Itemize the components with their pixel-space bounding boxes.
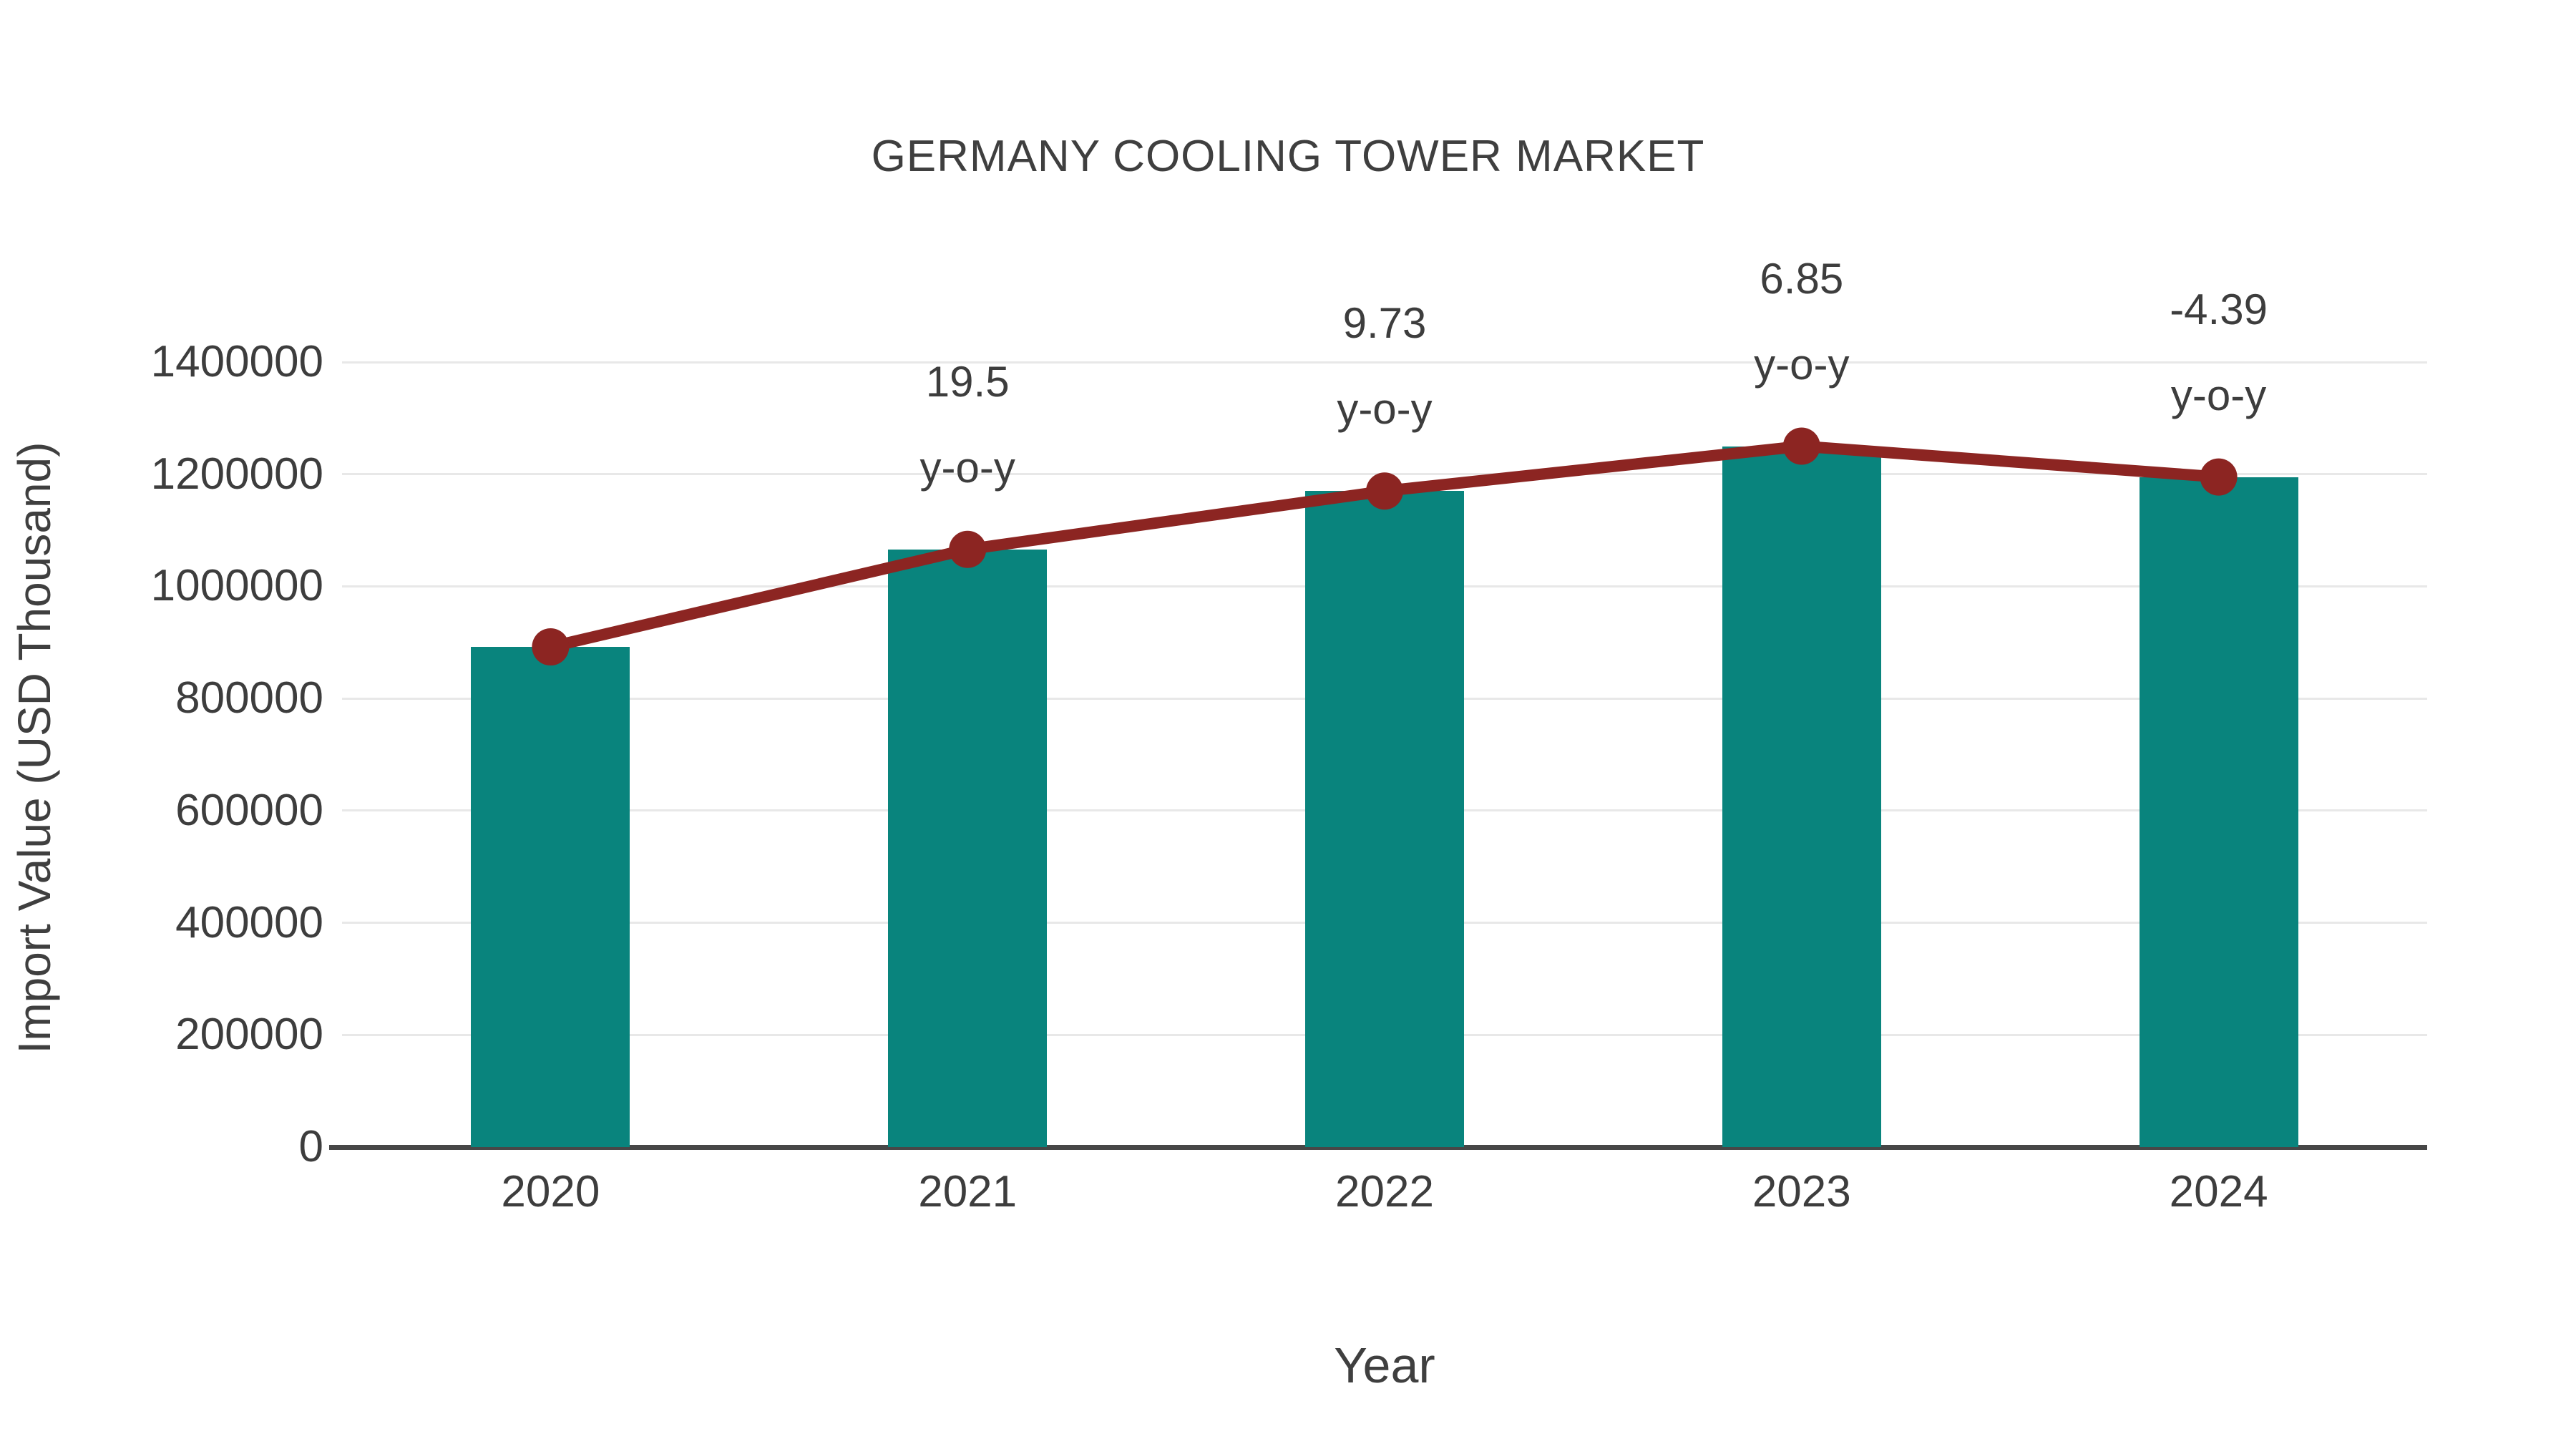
yoy-suffix-label: y-o-y xyxy=(1754,340,1850,389)
yoy-annotation-2022: 9.73 y-o-y xyxy=(1199,280,1571,452)
y-tick-label-1000000: 1000000 xyxy=(150,561,323,611)
yoy-annotation-2024: -4.39 y-o-y xyxy=(2033,267,2405,439)
bar-2020[interactable] xyxy=(471,647,630,1147)
y-tick-label-200000: 200000 xyxy=(175,1010,323,1060)
yoy-suffix-label: y-o-y xyxy=(919,443,1015,492)
y-tick-label-400000: 400000 xyxy=(175,897,323,947)
gridline-1200000 xyxy=(342,473,2427,476)
yoy-value-label: 9.73 xyxy=(1342,299,1427,348)
gridline-1400000 xyxy=(342,361,2427,364)
bar-2023[interactable] xyxy=(1722,446,1881,1147)
x-axis-title: Year xyxy=(1334,1337,1435,1393)
bar-2022[interactable] xyxy=(1305,491,1464,1147)
x-tick-label-2022: 2022 xyxy=(1335,1167,1434,1216)
bar-2024[interactable] xyxy=(2139,477,2298,1147)
y-tick-label-600000: 600000 xyxy=(175,785,323,835)
yoy-suffix-label: y-o-y xyxy=(2170,371,2267,419)
yoy-value-label: 6.85 xyxy=(1760,254,1844,303)
x-axis-line xyxy=(329,1145,2427,1150)
y-tick-label-1200000: 1200000 xyxy=(150,449,323,499)
chart-title: GERMANY COOLING TOWER MARKET xyxy=(871,132,1705,181)
x-tick-label-2021: 2021 xyxy=(918,1167,1018,1216)
yoy-annotation-2021: 19.5 y-o-y xyxy=(781,339,1153,511)
yoy-annotation-2023: 6.85 y-o-y xyxy=(1616,236,1988,408)
yoy-value-label: -4.39 xyxy=(2170,285,2268,333)
yoy-suffix-label: y-o-y xyxy=(1337,385,1433,434)
yoy-value-label: 19.5 xyxy=(925,357,1010,406)
y-axis-title: Import Value (USD Thousand) xyxy=(9,441,60,1054)
y-tick-label-800000: 800000 xyxy=(175,673,323,723)
bar-2021[interactable] xyxy=(888,549,1048,1147)
y-tick-label-0: 0 xyxy=(298,1122,323,1171)
x-tick-label-2020: 2020 xyxy=(501,1167,600,1216)
x-tick-label-2023: 2023 xyxy=(1752,1167,1851,1216)
y-tick-label-1400000: 1400000 xyxy=(150,337,323,386)
x-tick-label-2024: 2024 xyxy=(2169,1167,2268,1216)
